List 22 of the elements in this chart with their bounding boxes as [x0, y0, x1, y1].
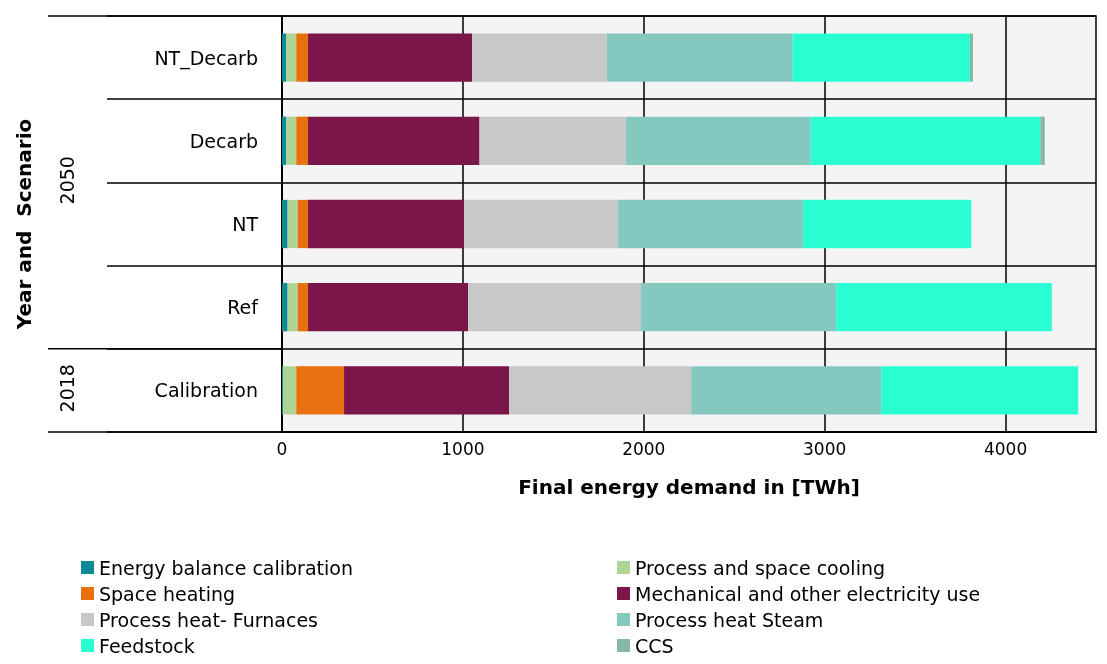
legend-label: Space heating [99, 582, 236, 605]
legend-label: Process heat- Furnaces [99, 608, 318, 631]
legend-label: Process heat Steam [635, 608, 824, 631]
x-tick-label: 2000 [622, 438, 666, 459]
x-axis-title: Final energy demand in [TWh] [518, 475, 860, 499]
text: 2018 [55, 364, 78, 413]
x-tick-label: 1000 [441, 438, 485, 459]
y-tick-label: Decarb [189, 129, 258, 152]
x-tick-label: 3000 [803, 438, 847, 459]
text: Year and Scenario [12, 118, 36, 331]
text: 2050 [55, 156, 78, 205]
y-tick-label: Calibration [154, 379, 258, 402]
y-tick-label: Ref [227, 296, 260, 319]
legend-label: Energy balance calibration [99, 556, 353, 579]
x-tick-label: 4000 [983, 438, 1028, 459]
y-tick-label: NT [232, 213, 259, 235]
y-tick-label: NT_Decarb [154, 46, 258, 70]
legend-label: Mechanical and other electricity use [635, 582, 981, 605]
legend-label: Process and space cooling [635, 556, 886, 579]
x-tick-label: 0 [276, 438, 288, 459]
legend-label: Feedstock [99, 634, 195, 657]
legend-label: CCS [635, 634, 674, 657]
